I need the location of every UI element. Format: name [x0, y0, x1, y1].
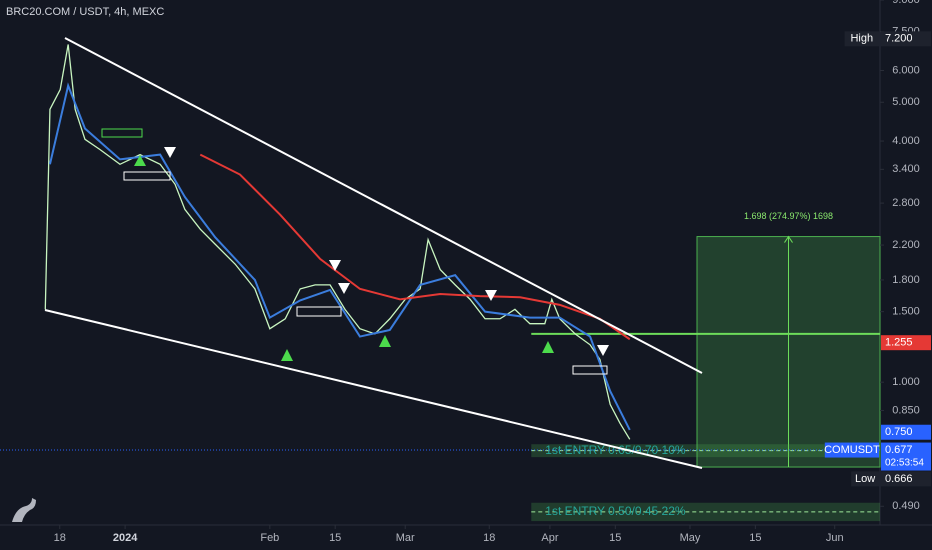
trendlines: [44, 37, 703, 469]
logo: [12, 498, 36, 522]
projection-arrowhead: [784, 235, 793, 243]
price-countdown: 02:53:54: [885, 458, 924, 469]
y-tick-label: 1.000: [892, 376, 920, 388]
price-label: 1.255: [885, 337, 913, 349]
y-tick-label: 3.400: [892, 163, 920, 175]
x-tick-label: Mar: [396, 532, 415, 544]
x-tick-label: 18: [483, 532, 495, 544]
x-tick-label: 15: [609, 532, 621, 544]
y-tick-label: 6.000: [892, 64, 920, 76]
entry-label: 1st ENTRY 0.50/0.45 22%: [545, 504, 686, 518]
x-tick-label: Feb: [260, 532, 279, 544]
y-tick-label: 0.490: [892, 500, 920, 512]
price-label: 7.200: [885, 33, 913, 45]
price-label-box: [881, 471, 931, 487]
sell-signal: [338, 283, 350, 294]
sell-signal: [329, 260, 341, 271]
y-tick-label: 1.800: [892, 274, 920, 286]
trendline: [64, 37, 703, 374]
sell-signal: [597, 345, 609, 356]
y-tick-label: 1.500: [892, 306, 920, 318]
price-line: [48, 82, 631, 431]
trendline: [44, 309, 703, 469]
buy-signal: [134, 155, 146, 166]
buy-signal: [542, 341, 554, 353]
price-label-name-box: [851, 471, 879, 487]
y-tick-label: 2.800: [892, 197, 920, 209]
price-label-box: [881, 335, 931, 351]
y-tick-label: 0.850: [892, 404, 920, 416]
x-tick-label: 2024: [113, 532, 138, 544]
y-tick-label: 2.200: [892, 239, 920, 251]
sell-signal: [164, 147, 176, 158]
logo-icon: [12, 498, 36, 522]
x-tick-label: Jun: [826, 532, 844, 544]
entry-zone: [531, 502, 880, 522]
price-label-box: [881, 442, 931, 471]
price-label-name-box: [824, 442, 879, 458]
sell-signal: [485, 290, 497, 301]
projection-label: 1.698 (274.97%) 1698: [744, 211, 833, 221]
x-tick-label: 15: [749, 532, 761, 544]
x-tick-label: 15: [329, 532, 341, 544]
price-label: 0.666: [885, 473, 913, 485]
y-tick-label: 9.000: [892, 0, 920, 6]
price-label: 0.677: [885, 444, 913, 456]
x-tick-label: May: [680, 532, 701, 544]
buy-signal: [281, 349, 293, 361]
buy-signal: [379, 335, 391, 347]
price-label-name-box: [844, 31, 879, 47]
price-line: [199, 153, 631, 341]
box: [101, 128, 143, 138]
price-label-name: COMUSDT: [824, 444, 880, 456]
y-tick-label: 5.000: [892, 96, 920, 108]
box: [123, 171, 171, 181]
x-tick-label: Apr: [541, 532, 558, 544]
price-label-box: [881, 31, 931, 47]
y-tick-label: 4.000: [892, 135, 920, 147]
box: [572, 365, 608, 375]
box: [296, 306, 342, 317]
price-label: 0.750: [885, 426, 913, 438]
chart-title: BRC20.COM / USDT, 4h, MEXC: [6, 6, 164, 18]
price-label-box: [881, 424, 931, 440]
price-label-name: High: [850, 33, 873, 45]
signals: [101, 128, 609, 375]
price-label-name: Low: [855, 473, 875, 485]
x-tick-label: 18: [54, 532, 66, 544]
